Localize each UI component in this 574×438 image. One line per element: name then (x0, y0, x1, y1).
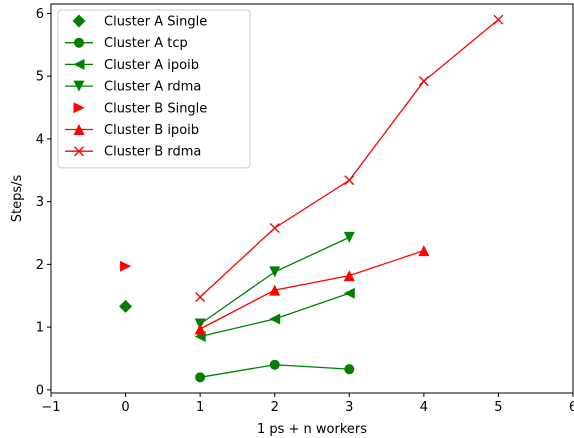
series-line (199, 236, 350, 325)
x-tick-label: 4 (420, 400, 428, 415)
series-line (199, 249, 425, 330)
series-cluster-b-rdma (195, 14, 504, 302)
data-point (73, 80, 85, 92)
data-point (269, 222, 280, 233)
data-point (74, 146, 84, 157)
data-point (343, 270, 355, 282)
data-point (73, 124, 85, 135)
data-point (120, 260, 132, 272)
data-point (493, 14, 504, 25)
data-point (418, 76, 429, 87)
x-tick-label: 3 (345, 400, 353, 415)
y-axis-label: Steps/s (10, 175, 25, 223)
ticks-layer: −1 0 1 2 3 4 5 6 0 1 2 3 4 5 6 (36, 7, 574, 415)
legend-item: Cluster A ipoib (65, 58, 199, 73)
legend-item: Cluster A Single (72, 14, 207, 30)
legend-item: Cluster B Single (73, 101, 207, 116)
data-point (119, 299, 133, 313)
series-cluster-b-single (120, 260, 132, 272)
series-cluster-a-single (119, 299, 133, 313)
data-point (73, 102, 85, 114)
data-point (343, 231, 355, 243)
legend-box (57, 9, 251, 169)
legend-label: Cluster A rdma (104, 80, 201, 95)
legend-item: Cluster A rdma (65, 80, 201, 95)
plot-frame (50, 3, 574, 394)
legend-item: Cluster B rdma (65, 145, 201, 160)
series-cluster-b-ipoib (194, 245, 430, 335)
legend-label: Cluster B ipoib (104, 123, 199, 138)
x-tick-label: 6 (569, 400, 574, 415)
data-point (269, 266, 281, 278)
data-point (343, 287, 355, 299)
x-tick-label: 5 (494, 400, 502, 415)
data-point (269, 284, 281, 296)
data-point (195, 372, 206, 383)
legend-label: Cluster B rdma (104, 145, 201, 160)
y-tick-label: 2 (36, 258, 44, 273)
x-tick-label: −1 (41, 400, 60, 415)
data-point (74, 37, 84, 48)
data-point (195, 292, 206, 302)
data-point (269, 359, 280, 370)
legend-label: Cluster A Single (104, 15, 207, 30)
x-tick-label: 1 (196, 400, 204, 415)
x-tick-label: 2 (271, 400, 279, 415)
data-point (72, 14, 86, 28)
data-point (194, 323, 206, 335)
series-cluster-a-tcp (195, 359, 355, 383)
data-point (73, 58, 85, 70)
data-point (344, 364, 355, 375)
y-tick-label: 0 (36, 383, 44, 398)
y-tick-label: 6 (36, 7, 44, 22)
y-tick-label: 3 (36, 195, 44, 210)
legend-item: Cluster A tcp (65, 36, 188, 51)
legend-label: Cluster A tcp (104, 36, 188, 51)
legend-item: Cluster B ipoib (65, 123, 199, 138)
series-cluster-a-ipoib (194, 287, 355, 343)
y-tick-label: 1 (36, 321, 44, 336)
data-point (269, 313, 281, 325)
legend: Cluster A Single Cluster A tcp Cluster A i… (57, 9, 251, 169)
x-axis-label: 1 ps + n workers (257, 422, 367, 437)
series-line (199, 292, 350, 338)
data-point (418, 245, 430, 257)
legend-label: Cluster B Single (104, 101, 207, 116)
y-tick-label: 5 (36, 70, 44, 85)
series-layer (119, 14, 504, 383)
legend-label: Cluster A ipoib (104, 58, 199, 73)
y-tick-label: 4 (36, 132, 44, 147)
x-tick-label: 0 (121, 400, 129, 415)
data-point (344, 175, 355, 186)
